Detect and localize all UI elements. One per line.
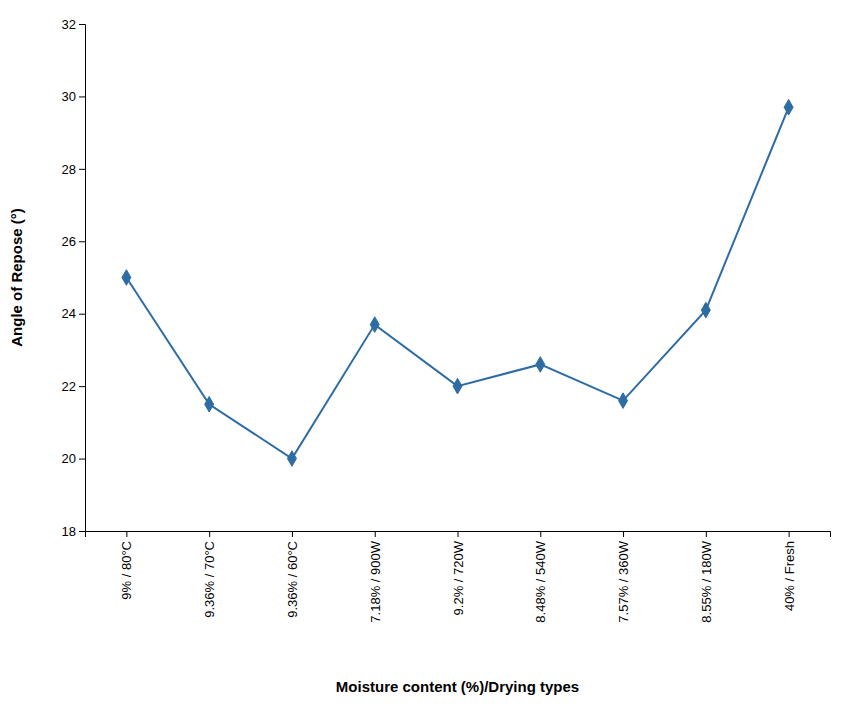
y-tick-mark bbox=[79, 241, 85, 242]
y-tick-mark bbox=[79, 531, 85, 532]
y-tick-label: 30 bbox=[62, 89, 76, 104]
y-tick: 32 bbox=[62, 17, 85, 32]
y-tick-mark bbox=[79, 96, 85, 97]
x-tick-label: 40% / Fresh bbox=[782, 541, 797, 611]
x-tick-mark bbox=[126, 531, 127, 537]
y-tick-label: 24 bbox=[62, 306, 76, 321]
y-tick: 26 bbox=[62, 234, 85, 249]
x-tick-mark bbox=[540, 531, 541, 537]
x-axis: 9% / 80°C 9.36% / 70°C 9.36% / 60°C 7.18% /… bbox=[86, 531, 831, 623]
y-tick-mark bbox=[79, 386, 85, 387]
y-tick-mark bbox=[79, 24, 85, 25]
x-tick: 9.2% / 720W bbox=[451, 531, 466, 615]
y-axis-line bbox=[79, 25, 86, 532]
y-tick: 30 bbox=[62, 89, 85, 104]
x-axis-line bbox=[86, 532, 831, 538]
x-tick-label: 9% / 80°C bbox=[119, 541, 134, 600]
x-tick: 9.36% / 70°C bbox=[202, 531, 217, 618]
point bbox=[205, 396, 214, 412]
y-tick-mark bbox=[79, 314, 85, 315]
y-tick: 22 bbox=[62, 379, 85, 394]
x-tick-mark bbox=[789, 531, 790, 537]
x-tick: 7.18% / 900W bbox=[368, 531, 383, 623]
x-tick-label: 8.48% / 540W bbox=[533, 540, 548, 622]
point bbox=[122, 270, 131, 286]
x-tick: 8.48% / 540W bbox=[533, 531, 548, 623]
plot: 18 20 22 24 26 28 30 32 9% / 80°C 9.36% / 70°C 9.3… bbox=[8, 17, 831, 695]
y-tick: 28 bbox=[62, 162, 85, 177]
y-tick-label: 28 bbox=[62, 162, 76, 177]
y-tick: 24 bbox=[62, 306, 85, 321]
point bbox=[287, 451, 296, 467]
x-axis-title: Moisture content (%)/Drying types bbox=[336, 678, 579, 695]
x-tick-mark bbox=[458, 531, 459, 537]
x-tick-label: 9.36% / 60°C bbox=[285, 541, 300, 618]
line bbox=[126, 107, 788, 458]
x-tick-label: 8.55% / 180W bbox=[699, 540, 714, 622]
x-tick: 8.55% / 180W bbox=[699, 531, 714, 623]
point bbox=[701, 302, 710, 318]
point bbox=[453, 378, 462, 394]
y-tick-label: 22 bbox=[62, 379, 76, 394]
point bbox=[784, 100, 793, 116]
x-tick-mark bbox=[706, 531, 707, 537]
y-tick-mark bbox=[79, 169, 85, 170]
y-axis: 18 20 22 24 26 28 30 32 bbox=[62, 17, 86, 539]
y-tick-label: 20 bbox=[62, 451, 76, 466]
y-tick-label: 18 bbox=[62, 524, 76, 539]
x-tick-label: 7.18% / 900W bbox=[368, 540, 383, 622]
point bbox=[536, 357, 545, 373]
x-tick-mark bbox=[292, 531, 293, 537]
y-tick: 18 bbox=[62, 524, 85, 539]
marks bbox=[122, 100, 793, 467]
x-tick-label: 7.57% / 360W bbox=[616, 540, 631, 622]
x-tick-mark bbox=[375, 531, 376, 537]
x-tick-label: 9.2% / 720W bbox=[451, 540, 466, 615]
x-tick: 9% / 80°C bbox=[119, 531, 134, 600]
y-tick-mark bbox=[79, 459, 85, 460]
point bbox=[619, 393, 628, 409]
y-tick-label: 32 bbox=[62, 17, 76, 32]
chart: 18 20 22 24 26 28 30 32 9% / 80°C 9.36% / 70°C 9.3… bbox=[0, 0, 860, 706]
x-tick: 40% / Fresh bbox=[782, 531, 797, 611]
point bbox=[370, 317, 379, 333]
y-tick-label: 26 bbox=[62, 234, 76, 249]
x-tick-label: 9.36% / 70°C bbox=[202, 541, 217, 618]
y-axis-title: Angle of Repose (°) bbox=[8, 208, 25, 347]
x-tick: 7.57% / 360W bbox=[616, 531, 631, 623]
y-tick: 20 bbox=[62, 451, 85, 466]
x-tick-mark bbox=[209, 531, 210, 537]
x-tick: 9.36% / 60°C bbox=[285, 531, 300, 618]
x-tick-mark bbox=[623, 531, 624, 537]
